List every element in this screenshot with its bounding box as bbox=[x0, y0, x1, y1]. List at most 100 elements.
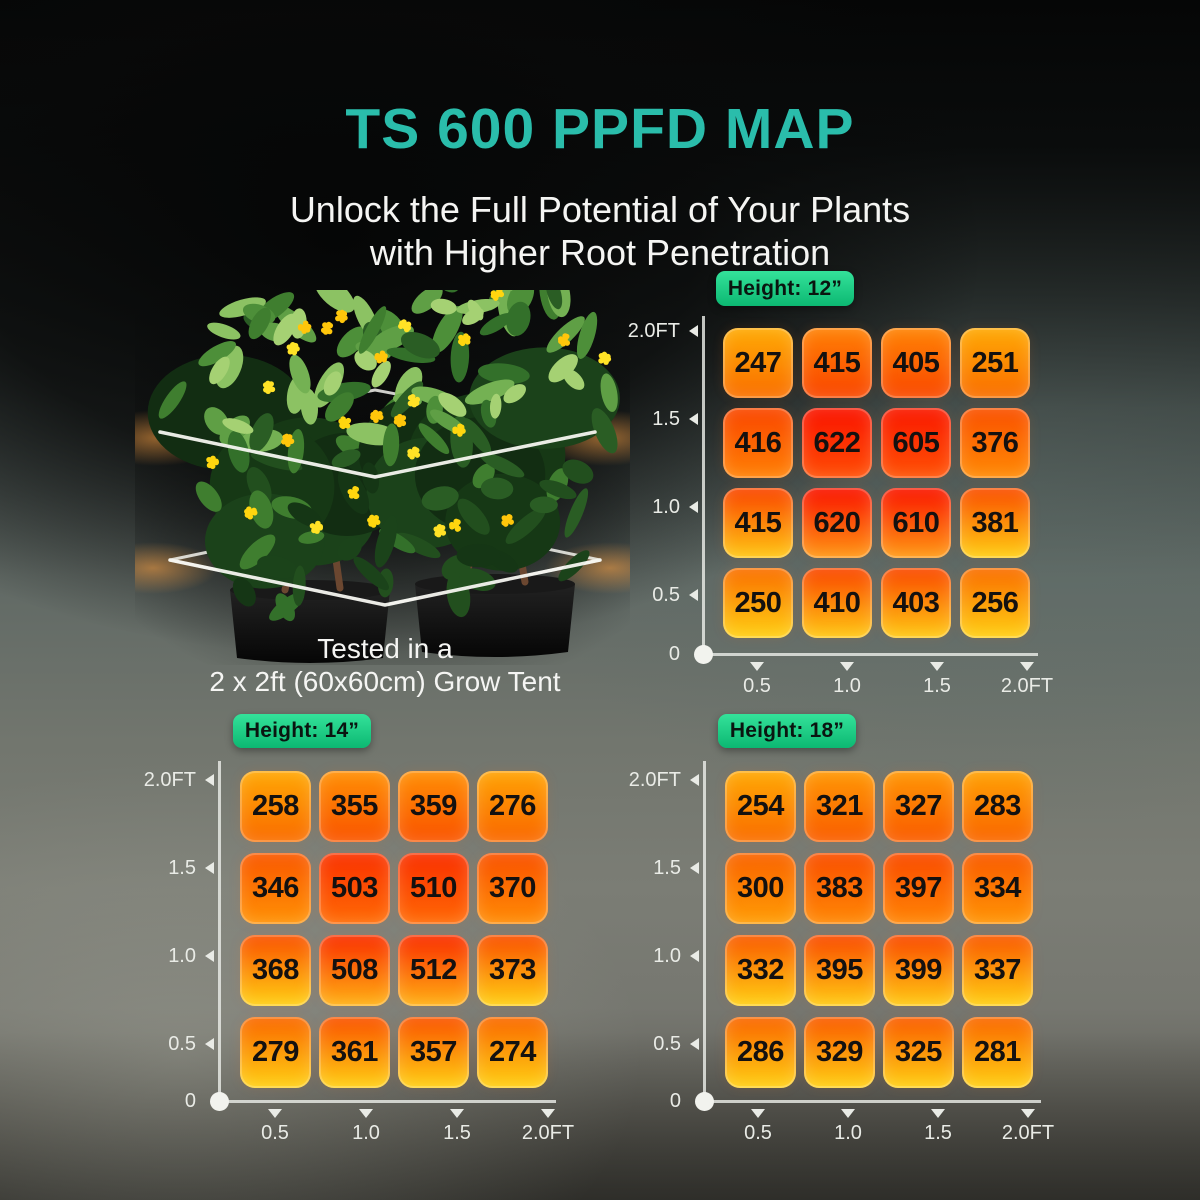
y-axis-line bbox=[702, 761, 706, 1101]
y-axis-tick: 2.0FT bbox=[539, 767, 699, 793]
heatmap-cell: 332 bbox=[725, 935, 796, 1006]
heatmap-cell: 258 bbox=[240, 771, 311, 842]
y-axis-label: 2.0FT bbox=[627, 319, 680, 342]
heatmap-cell: 605 bbox=[881, 408, 951, 478]
x-axis-label: 2.0FT bbox=[521, 1122, 575, 1144]
heatmap-cell-value: 368 bbox=[252, 954, 299, 986]
heatmap-cell: 381 bbox=[960, 488, 1030, 558]
x-tick-marker-icon bbox=[1021, 1109, 1035, 1118]
y-tick-marker-icon bbox=[689, 589, 698, 601]
y-axis-tick: 0.5 bbox=[539, 1031, 699, 1057]
y-axis-tick: 0.5 bbox=[538, 582, 698, 608]
heatmap-cell-value: 258 bbox=[252, 790, 299, 822]
heatmap-cell-value: 321 bbox=[816, 790, 863, 822]
heatmap-cell: 355 bbox=[319, 771, 390, 842]
y-axis-tick: 1.0 bbox=[539, 943, 699, 969]
x-axis-label: 1.5 bbox=[923, 675, 951, 697]
y-tick-marker-icon bbox=[205, 774, 214, 786]
y-axis-label: 0.5 bbox=[652, 583, 680, 606]
heatmap-cell-value: 355 bbox=[331, 790, 378, 822]
y-tick-marker-icon bbox=[690, 1038, 699, 1050]
y-tick-marker-icon bbox=[690, 774, 699, 786]
measurement-diamonds-front bbox=[158, 430, 602, 607]
y-tick-marker-icon bbox=[689, 325, 698, 337]
y-axis-label: 0.5 bbox=[168, 1032, 196, 1055]
heatmap-cell: 329 bbox=[804, 1017, 875, 1088]
x-tick-marker-icon bbox=[750, 662, 764, 671]
y-axis-tick: 2.0FT bbox=[54, 767, 214, 793]
heatmap-cell-value: 512 bbox=[410, 954, 457, 986]
x-tick-marker-icon bbox=[841, 1109, 855, 1118]
heatmap-cell: 251 bbox=[960, 328, 1030, 398]
heatmap-cell: 373 bbox=[477, 935, 548, 1006]
height-badge-label: Height: 18” bbox=[729, 719, 845, 742]
heatmap-cell-value: 337 bbox=[974, 954, 1021, 986]
x-tick-marker-icon bbox=[930, 662, 944, 671]
y-axis-line bbox=[701, 316, 705, 654]
subtitle-line2: with Higher Root Penetration bbox=[369, 232, 831, 273]
y-axis-tick: 1.0 bbox=[538, 494, 698, 520]
heatmap-cell-value: 399 bbox=[895, 954, 942, 986]
x-axis-label: 1.5 bbox=[443, 1122, 471, 1144]
heatmap-cell-value: 397 bbox=[895, 872, 942, 904]
heatmap-cell: 415 bbox=[802, 328, 872, 398]
y-axis-label: 0 bbox=[668, 642, 680, 665]
heatmap-cell: 361 bbox=[319, 1017, 390, 1088]
y-axis-tick: 1.5 bbox=[54, 855, 214, 881]
heatmap-cell-value: 373 bbox=[489, 954, 536, 986]
heatmap-cell-value: 361 bbox=[331, 1036, 378, 1068]
heatmap-cell: 346 bbox=[240, 853, 311, 924]
x-axis-label: 0.5 bbox=[744, 1122, 772, 1144]
heatmap-cell: 622 bbox=[802, 408, 872, 478]
x-tick-marker-icon bbox=[840, 662, 854, 671]
x-tick-marker-icon bbox=[450, 1109, 464, 1118]
y-tick-marker-icon bbox=[690, 862, 699, 874]
y-tick-marker-icon bbox=[205, 950, 214, 962]
y-tick-marker-icon bbox=[689, 501, 698, 513]
origin-dot bbox=[210, 1092, 229, 1111]
heatmap-cell-value: 329 bbox=[816, 1036, 863, 1068]
heatmap-cell-value: 415 bbox=[734, 506, 782, 539]
heatmap-cell-value: 332 bbox=[737, 954, 784, 986]
heatmap-cell: 276 bbox=[477, 771, 548, 842]
heatmap-cell: 325 bbox=[883, 1017, 954, 1088]
y-axis-tick: 2.0FT bbox=[538, 318, 698, 344]
heatmap-cell-value: 250 bbox=[734, 586, 782, 619]
heatmap-cell-value: 622 bbox=[813, 426, 861, 459]
y-axis-label: 1.5 bbox=[168, 856, 196, 879]
heatmap-cell: 368 bbox=[240, 935, 311, 1006]
heatmap-cell-value: 254 bbox=[737, 790, 784, 822]
y-axis-label: 2.0FT bbox=[143, 768, 196, 791]
x-tick-marker-icon bbox=[931, 1109, 945, 1118]
heatmap-cell-value: 508 bbox=[331, 954, 378, 986]
heatmap-cell-value: 620 bbox=[813, 506, 861, 539]
heatmap-cell-value: 281 bbox=[974, 1036, 1021, 1068]
heatmap-cell-value: 383 bbox=[816, 872, 863, 904]
x-axis-label: 2.0FT bbox=[1001, 1122, 1055, 1144]
heatmap-cell: 415 bbox=[723, 488, 793, 558]
x-axis-label: 2.0FT bbox=[1000, 675, 1054, 697]
y-tick-marker-icon bbox=[205, 1038, 214, 1050]
x-axis-label: 1.0 bbox=[833, 675, 861, 697]
x-axis-line bbox=[704, 1099, 1041, 1103]
heatmap-cell: 370 bbox=[477, 853, 548, 924]
heatmap-cell-value: 510 bbox=[410, 872, 457, 904]
plant-foliage bbox=[147, 244, 620, 622]
plant-photo bbox=[87, 244, 675, 690]
caption-line2: 2 x 2ft (60x60cm) Grow Tent bbox=[209, 666, 561, 697]
heatmap-cell-value: 381 bbox=[971, 506, 1019, 539]
heatmap-cell-value: 610 bbox=[892, 506, 940, 539]
plant-illustration bbox=[87, 244, 675, 690]
y-axis-tick: 0.5 bbox=[54, 1031, 214, 1057]
y-axis-line bbox=[217, 761, 221, 1101]
y-axis-label: 0 bbox=[669, 1089, 681, 1112]
y-tick-marker-icon bbox=[690, 950, 699, 962]
heatmap-cell: 359 bbox=[398, 771, 469, 842]
y-axis-tick: 0 bbox=[539, 1088, 699, 1114]
grow-tent-caption: Tested in a 2 x 2ft (60x60cm) Grow Tent bbox=[110, 632, 660, 698]
y-axis-label: 1.5 bbox=[652, 407, 680, 430]
heatmap-cell-value: 300 bbox=[737, 872, 784, 904]
x-tick-marker-icon bbox=[1020, 662, 1034, 671]
heatmap-cell-value: 279 bbox=[252, 1036, 299, 1068]
heatmap-cell-value: 395 bbox=[816, 954, 863, 986]
